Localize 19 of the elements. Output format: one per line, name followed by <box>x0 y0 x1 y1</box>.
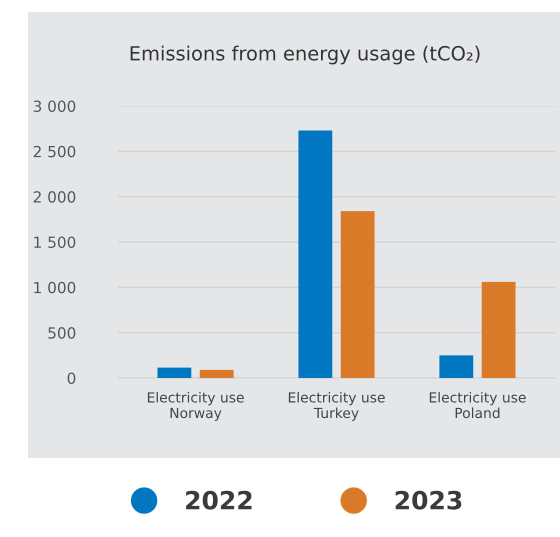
bar <box>439 355 474 378</box>
legend-label: 2022 <box>186 490 252 510</box>
x-tick-label: Electricity use Turkey <box>288 392 385 421</box>
bar <box>157 368 192 378</box>
y-tick-label: 2 500 <box>34 146 76 158</box>
bar <box>482 282 516 378</box>
x-tick-label: Electricity use Poland <box>430 392 526 418</box>
x-tick-label: Electricity use Norway <box>148 392 244 421</box>
bar <box>200 370 234 378</box>
y-tick-label: 3 000 <box>34 100 76 112</box>
y-tick-label: 500 <box>48 327 76 339</box>
y-tick-label: 1 500 <box>34 236 76 248</box>
chart-title: Emissions from energy usage (tCO₂) <box>130 46 480 64</box>
bar <box>340 211 375 378</box>
bar <box>298 130 332 378</box>
y-tick-label: 1 000 <box>34 282 76 294</box>
legend-label: 2023 <box>396 490 462 510</box>
y-tick-label: 0 <box>68 372 76 384</box>
y-tick-label: 2 000 <box>34 191 76 203</box>
